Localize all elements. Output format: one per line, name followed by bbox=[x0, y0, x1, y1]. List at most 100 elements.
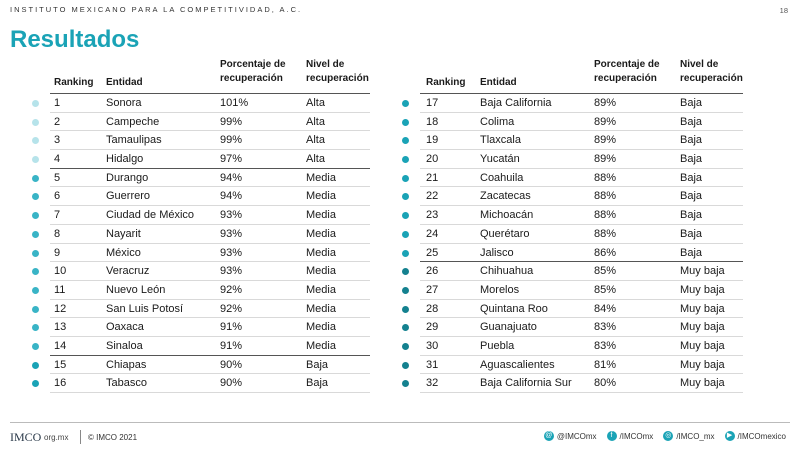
ranking-cell: 4 bbox=[54, 153, 61, 166]
entidad-cell: San Luis Potosí bbox=[106, 302, 184, 315]
row-divider bbox=[50, 335, 370, 337]
porcentaje-cell: 88% bbox=[594, 171, 617, 184]
nivel-cell: Media bbox=[306, 227, 336, 240]
row-divider bbox=[420, 261, 743, 263]
porcentaje-cell: 83% bbox=[594, 339, 617, 352]
entidad-cell: Campeche bbox=[106, 115, 160, 128]
entidad-cell: Nuevo León bbox=[106, 283, 166, 296]
entidad-cell: Coahuila bbox=[480, 171, 524, 184]
entidad-cell: Tabasco bbox=[106, 377, 147, 390]
nivel-cell: Baja bbox=[680, 97, 703, 109]
porcentaje-cell: 80% bbox=[594, 377, 617, 390]
table-row: 10 Veracruz 93% Media bbox=[30, 262, 370, 281]
nivel-cell: Media bbox=[306, 321, 336, 334]
page-number: 18 bbox=[779, 6, 788, 15]
ranking-cell: 29 bbox=[426, 321, 439, 334]
ranking-cell: 5 bbox=[54, 171, 61, 184]
footer-divider bbox=[10, 422, 790, 423]
col-header-nivel-line1: Nivel de bbox=[680, 59, 719, 70]
ranking-cell: 17 bbox=[426, 97, 439, 109]
entidad-cell: Sinaloa bbox=[106, 339, 143, 352]
table-row: 16 Tabasco 90% Baja bbox=[30, 374, 370, 393]
social-link[interactable]: @ @IMCOmx bbox=[543, 431, 597, 441]
nivel-cell: Alta bbox=[306, 153, 325, 166]
col-header-ranking: Ranking bbox=[426, 77, 466, 88]
level-indicator-dot bbox=[402, 268, 409, 276]
porcentaje-cell: 90% bbox=[220, 358, 243, 371]
ranking-cell: 32 bbox=[426, 377, 439, 390]
level-indicator-dot bbox=[402, 361, 409, 369]
level-indicator-dot bbox=[402, 193, 409, 201]
social-link[interactable]: ▶/IMCOmexico bbox=[724, 431, 786, 441]
at-icon: @ bbox=[543, 431, 554, 441]
nivel-cell: Media bbox=[306, 190, 336, 203]
col-header-porcentaje: Porcentaje de recuperación bbox=[220, 58, 286, 86]
social-link[interactable]: ◎/IMCO_mx bbox=[663, 431, 715, 441]
footer-separator bbox=[80, 430, 81, 444]
nivel-cell: Muy baja bbox=[680, 265, 725, 278]
social-links: @ @IMCOmx f/IMCOmx ◎/IMCO_mx ▶/IMCOmexico bbox=[543, 431, 786, 441]
entidad-cell: Yucatán bbox=[480, 153, 520, 166]
table-row: 18 Colima 89% Baja bbox=[400, 113, 743, 132]
social-label: /IMCOmexico bbox=[737, 431, 786, 441]
table-row: 14 Sinaloa 91% Media bbox=[30, 337, 370, 356]
social-link[interactable]: f/IMCOmx bbox=[606, 431, 653, 441]
entidad-cell: Ciudad de México bbox=[106, 209, 195, 222]
row-divider bbox=[50, 298, 370, 300]
level-indicator-dot bbox=[32, 249, 39, 257]
ranking-cell: 18 bbox=[426, 115, 439, 128]
col-header-entidad: Entidad bbox=[480, 77, 517, 88]
copyright: © IMCO 2021 bbox=[88, 433, 138, 442]
table-row: 26 Chihuahua 85% Muy baja bbox=[400, 262, 743, 281]
level-indicator-dot bbox=[32, 268, 39, 276]
row-divider bbox=[50, 167, 370, 169]
table-body: 17 Baja California 89% Baja 18 Colima 89% Baja 1… bbox=[400, 94, 743, 393]
nivel-cell: Baja bbox=[680, 115, 703, 128]
porcentaje-cell: 88% bbox=[594, 209, 617, 222]
table-row: 32 Baja California Sur 80% Muy baja bbox=[400, 374, 743, 393]
porcentaje-cell: 93% bbox=[220, 246, 243, 259]
nivel-cell: Muy baja bbox=[680, 358, 725, 371]
ranking-cell: 11 bbox=[54, 283, 66, 296]
ranking-cell: 13 bbox=[54, 321, 67, 334]
ranking-cell: 6 bbox=[54, 190, 61, 203]
ranking-cell: 27 bbox=[426, 283, 439, 296]
level-indicator-dot bbox=[402, 324, 409, 332]
entidad-cell: Colima bbox=[480, 115, 515, 128]
porcentaje-cell: 89% bbox=[594, 153, 617, 166]
row-divider bbox=[50, 373, 370, 375]
ranking-cell: 28 bbox=[426, 302, 439, 315]
nivel-cell: Muy baja bbox=[680, 302, 725, 315]
col-header-nivel: Nivel de recuperación bbox=[680, 58, 743, 86]
table-row: 20 Yucatán 89% Baja bbox=[400, 150, 743, 169]
entidad-cell: Chihuahua bbox=[480, 265, 534, 278]
table-row: 28 Quintana Roo 84% Muy baja bbox=[400, 300, 743, 319]
porcentaje-cell: 94% bbox=[220, 190, 243, 203]
entidad-cell: Querétaro bbox=[480, 227, 530, 240]
row-divider bbox=[420, 130, 743, 132]
table-row: 6 Guerrero 94% Media bbox=[30, 187, 370, 207]
nivel-cell: Baja bbox=[680, 153, 703, 166]
imco-logo: IMCO bbox=[10, 430, 42, 444]
row-divider bbox=[420, 167, 743, 169]
row-divider bbox=[50, 111, 370, 113]
nivel-cell: Media bbox=[306, 209, 336, 222]
level-indicator-dot bbox=[402, 380, 409, 388]
porcentaje-cell: 91% bbox=[220, 339, 243, 352]
level-indicator-dot bbox=[402, 230, 409, 238]
level-indicator-dot bbox=[402, 174, 409, 182]
col-header-porcentaje-line2: recuperación bbox=[220, 73, 283, 84]
porcentaje-cell: 85% bbox=[594, 265, 617, 278]
ranking-cell: 23 bbox=[426, 209, 439, 222]
level-indicator-dot bbox=[32, 230, 39, 238]
row-divider bbox=[420, 335, 743, 337]
level-indicator-dot bbox=[402, 137, 409, 145]
col-header-porcentaje: Porcentaje de recuperación bbox=[594, 58, 660, 86]
ranking-cell: 19 bbox=[426, 134, 439, 147]
porcentaje-cell: 93% bbox=[220, 209, 243, 222]
col-header-nivel-line1: Nivel de bbox=[306, 59, 345, 70]
porcentaje-cell: 99% bbox=[220, 134, 243, 147]
level-indicator-dot bbox=[32, 342, 39, 350]
ranking-cell: 10 bbox=[54, 265, 67, 278]
table-row: 24 Querétaro 88% Baja bbox=[400, 225, 743, 244]
